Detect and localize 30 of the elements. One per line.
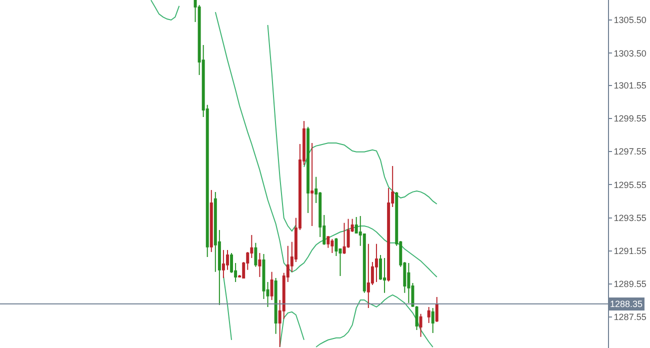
candlestick bbox=[274, 278, 278, 334]
ref-line-label: 1288.35 bbox=[610, 299, 643, 309]
candlestick bbox=[383, 257, 386, 294]
candlestick bbox=[310, 142, 314, 227]
candlestick bbox=[330, 238, 334, 254]
candlestick bbox=[374, 243, 378, 282]
y-tick-label: 1287.55 bbox=[614, 312, 646, 322]
candlestick bbox=[254, 242, 258, 268]
y-tick-label: 1303.50 bbox=[614, 48, 646, 58]
candlestick bbox=[258, 252, 262, 278]
candlestick bbox=[427, 306, 430, 324]
candlestick bbox=[366, 243, 370, 308]
candlestick bbox=[222, 250, 225, 278]
candlestick bbox=[431, 307, 434, 334]
candlestick bbox=[435, 296, 438, 323]
candlestick bbox=[306, 126, 310, 214]
line-series bbox=[214, 12, 438, 278]
y-tick-label: 1295.55 bbox=[614, 180, 646, 190]
y-tick-label: 1289.55 bbox=[614, 279, 646, 290]
y-tick-label: 1305.50 bbox=[614, 15, 646, 26]
y-tick-label: 1293.55 bbox=[614, 212, 646, 223]
candlestick bbox=[210, 189, 213, 253]
y-tick-label: 1291.55 bbox=[614, 246, 646, 256]
candlestick bbox=[270, 271, 274, 301]
y-tick-label: 1299.55 bbox=[614, 114, 646, 124]
candlestick bbox=[407, 262, 410, 304]
y-tick-label: 1297.55 bbox=[614, 146, 646, 157]
y-tick-label: 1301.55 bbox=[614, 80, 646, 91]
candlestick bbox=[419, 313, 422, 338]
candlestick bbox=[342, 222, 346, 255]
